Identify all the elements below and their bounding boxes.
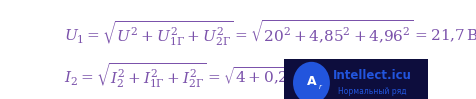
Text: $I_2 = \sqrt{I_2^2 + I^2_{1\Gamma} + I^2_{2\Gamma}} = \sqrt{4 + 0{,}235 +}$: $I_2 = \sqrt{I_2^2 + I^2_{1\Gamma} + I^2…	[64, 61, 330, 90]
Bar	[284, 59, 428, 99]
Text: Intellect.icu: Intellect.icu	[333, 69, 412, 82]
Text: Нормальный ряд: Нормальный ряд	[338, 87, 407, 96]
Text: $\mathit{r}$: $\mathit{r}$	[318, 82, 323, 91]
Text: $\mathbf{A}$: $\mathbf{A}$	[306, 75, 317, 88]
Text: $U_1 = \sqrt{U^2 + U^2_{1\Gamma} + U^2_{2\Gamma}} = \sqrt{20^2 + 4{,}85^2 + 4{,}: $U_1 = \sqrt{U^2 + U^2_{1\Gamma} + U^2_{…	[64, 18, 476, 48]
Ellipse shape	[293, 62, 330, 99]
